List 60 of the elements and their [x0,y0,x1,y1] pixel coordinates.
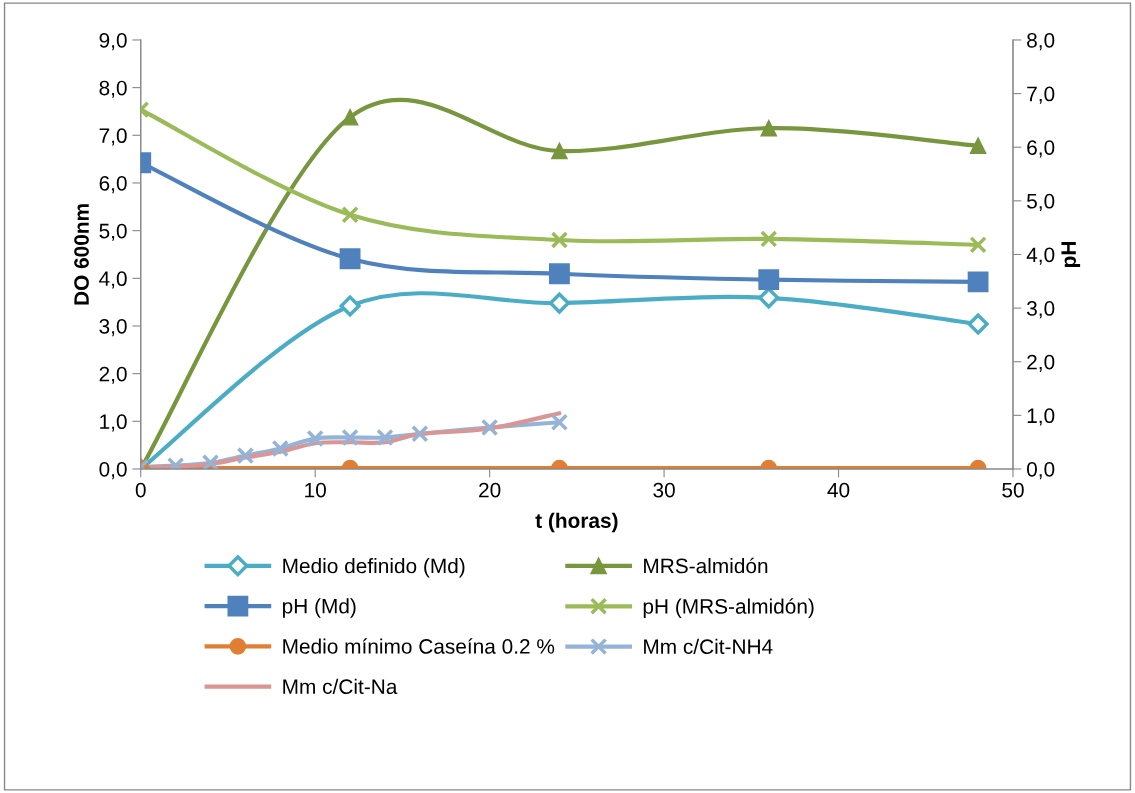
legend-label: Medio definido (Md) [283,557,465,578]
point [760,119,778,137]
point [480,418,499,437]
point [550,231,569,249]
y-tick-label: 9,0 [99,32,127,51]
legend-label: pH (MRS-almidón) [643,598,814,618]
point [201,454,220,469]
point [306,429,324,448]
x-axis-title: t (horas) [535,512,618,533]
y2-axis-title: pH [1061,241,1081,267]
point [548,292,570,314]
point [967,271,989,293]
point [339,248,361,270]
y-tick-label: 5,0 [99,223,127,241]
point [758,269,780,291]
point [969,137,987,155]
x-tick-label: 30 [653,482,675,498]
point [341,206,359,224]
point [376,428,394,447]
x-tick-label: 0 [135,482,146,498]
x-tick-label: 40 [827,482,850,498]
y-tick-label: 1,0 [100,414,127,432]
point [236,446,255,465]
legend-label: pH (Md) [282,598,356,618]
y-tick-label: 2,0 [99,366,127,384]
point [411,425,429,443]
y2-tick-label: 1,0 [1027,408,1055,426]
y-tick-label: 8,0 [99,80,127,98]
point [760,230,778,248]
legend-label: Mm c/Cit-NH4 [644,638,773,655]
y-axis-title: DO 600nm [74,204,89,305]
y2-tick-label: 3,0 [1026,301,1055,319]
y-tick-label: 0,0 [99,461,127,480]
point [550,413,569,431]
point [969,236,987,254]
point [549,263,570,285]
point [341,108,359,126]
y2-tick-label: 4,0 [1026,247,1055,265]
y2-tick-label: 0,0 [1027,461,1055,480]
legend-label: Mm c/Cit-Na [283,678,398,695]
point [341,428,359,447]
legend-label: Medio mínimo Caseína 0.2 % [283,638,555,654]
x-tick-label: 20 [479,482,501,498]
x-tick-label: 50 [1002,482,1024,498]
x-tick-label: 10 [305,482,326,498]
y2-tick-label: 2,0 [1027,354,1055,372]
point [758,287,780,309]
y-tick-label: 6,0 [99,175,127,194]
y-tick-label: 7,0 [99,128,127,146]
y2-tick-label: 5,0 [1027,193,1055,212]
legend-label: MRS-almidón [644,557,768,574]
point [551,142,568,160]
y-tick-label: 4,0 [99,271,127,289]
point [339,295,361,317]
point [271,439,289,458]
y-tick-label: 3,0 [99,318,127,337]
y2-tick-label: 8,0 [1027,32,1055,51]
y2-tick-label: 6,0 [1027,140,1055,158]
point [967,313,989,335]
y2-tick-label: 7,0 [1027,86,1055,104]
